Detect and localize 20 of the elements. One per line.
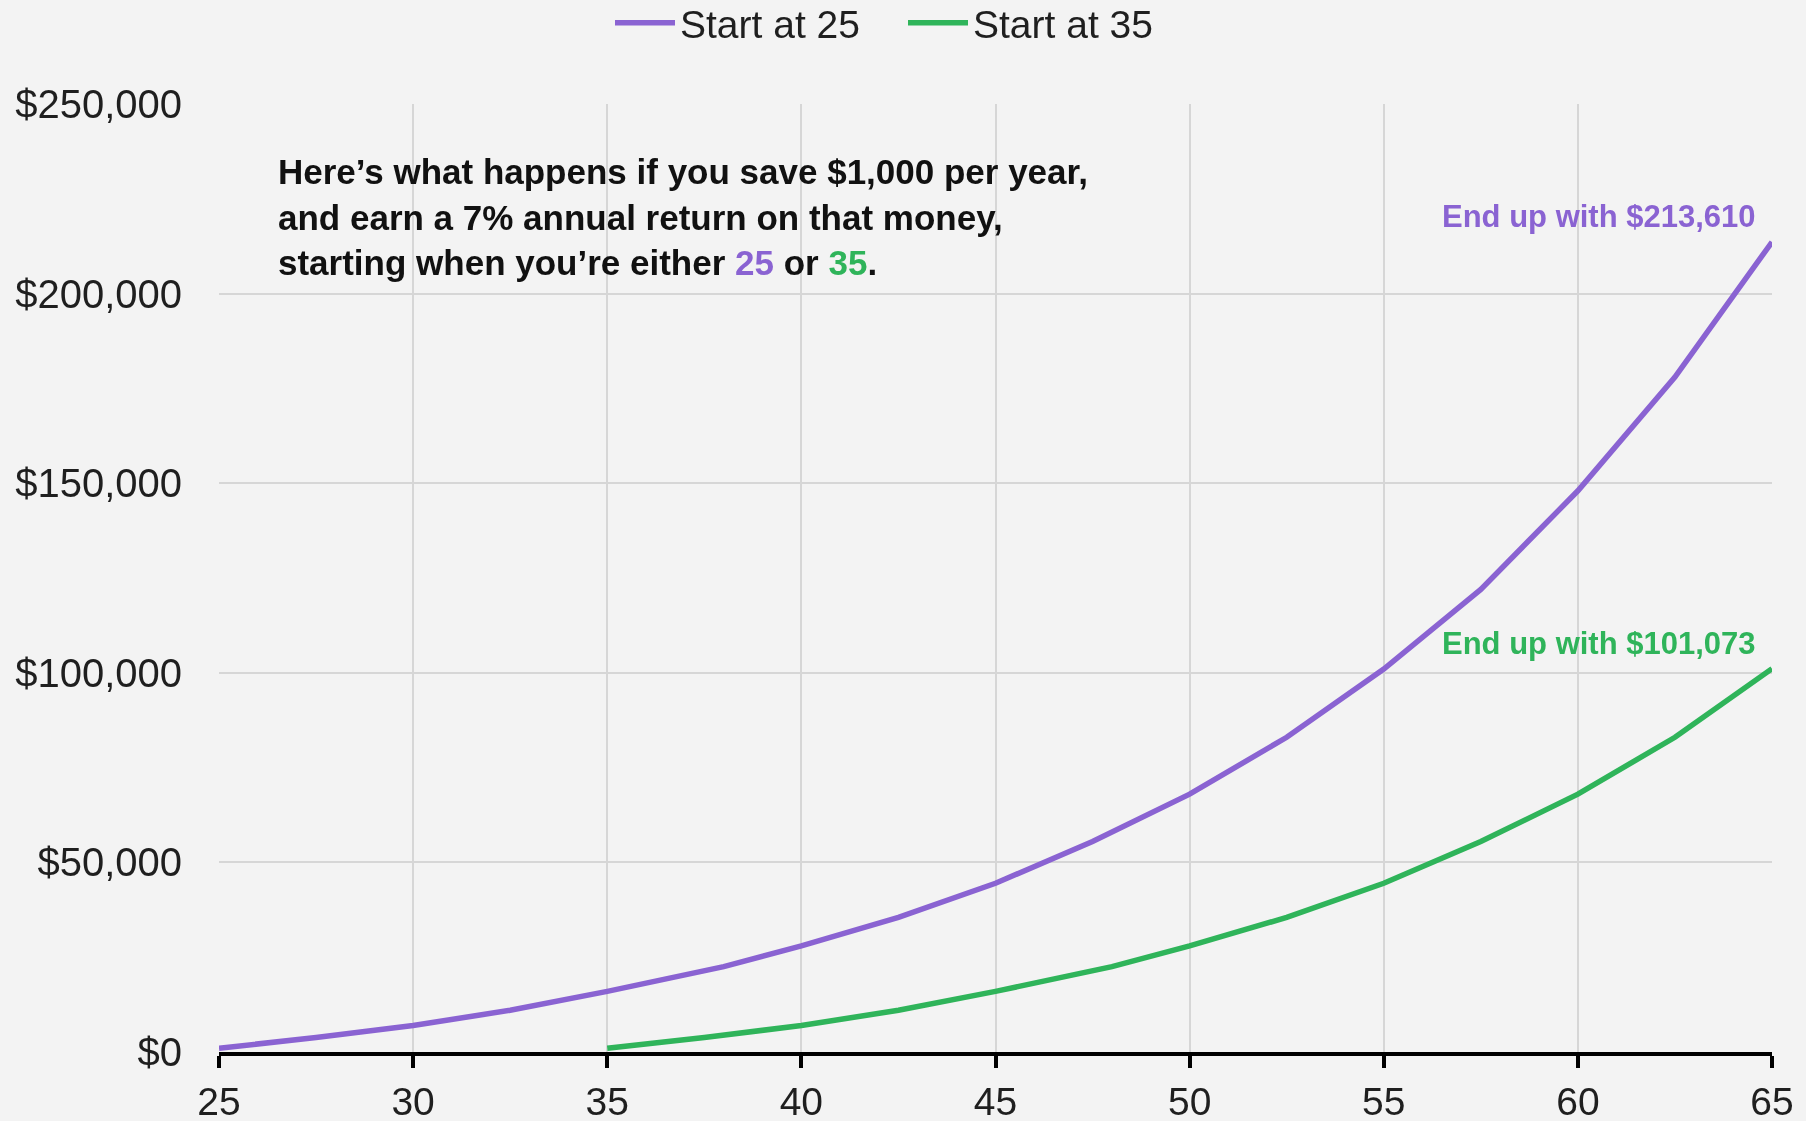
annotation: End up with $101,073 <box>1442 626 1756 661</box>
x-tick-label: 35 <box>585 1079 629 1121</box>
annotation: End up with $213,610 <box>1442 199 1756 234</box>
x-tick-label: 40 <box>779 1079 824 1121</box>
legend-label: Start at 25 <box>680 3 860 47</box>
x-tick-label: 50 <box>1167 1079 1212 1121</box>
x-tick-label: 25 <box>197 1079 241 1121</box>
y-tick-label: $100,000 <box>15 650 182 695</box>
x-tick-label: 60 <box>1556 1079 1600 1121</box>
x-tick-label: 45 <box>973 1079 1018 1121</box>
legend-label: Start at 35 <box>973 3 1153 47</box>
y-tick-label: $50,000 <box>37 840 182 885</box>
x-tick-label: 65 <box>1750 1079 1794 1121</box>
x-tick-label: 30 <box>391 1079 435 1121</box>
y-tick-label: $250,000 <box>15 82 182 126</box>
y-tick-label: $200,000 <box>15 271 182 316</box>
x-tick-label: 55 <box>1362 1079 1406 1121</box>
annotation: Here’s what happens if you save $1,000 per year, and earn a 7% annual return on that money, starting when you’re either 25 or 35. <box>278 152 1088 282</box>
y-tick-label: $150,000 <box>15 461 182 506</box>
y-tick-label: $0 <box>137 1030 182 1074</box>
